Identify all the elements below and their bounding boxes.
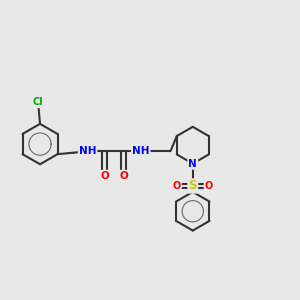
- Text: O: O: [172, 181, 181, 191]
- Text: O: O: [100, 171, 109, 181]
- Text: O: O: [205, 181, 213, 191]
- Text: NH: NH: [132, 146, 149, 156]
- Text: O: O: [119, 171, 128, 181]
- Text: Cl: Cl: [32, 97, 43, 107]
- Text: NH: NH: [79, 146, 96, 156]
- Text: N: N: [188, 159, 197, 169]
- Text: S: S: [188, 179, 197, 193]
